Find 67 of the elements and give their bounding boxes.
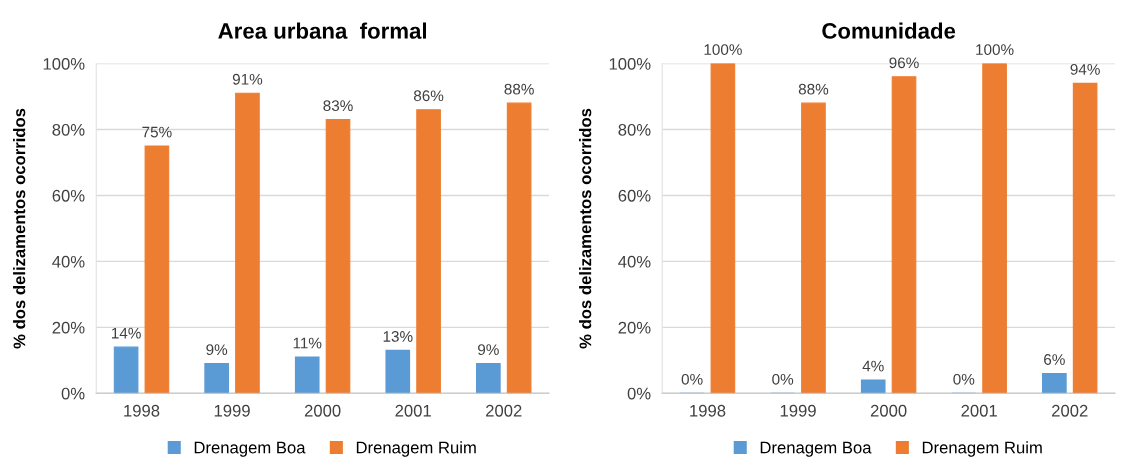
x-tick-label: 2002 — [1052, 404, 1088, 417]
data-label: 75% — [142, 126, 172, 138]
legend-label: Drenagem Boa — [194, 441, 306, 457]
bar — [710, 63, 736, 394]
bar — [325, 119, 351, 394]
x-tick-label: 2000 — [304, 404, 341, 417]
y-tick-label: 100% — [43, 57, 85, 70]
y-tick-label: 20% — [52, 321, 85, 334]
data-label: 83% — [323, 100, 353, 112]
data-label: 91% — [232, 73, 263, 85]
y-axis-title: % dos delizamentos ocorridos — [13, 108, 26, 349]
legend-label: Drenagem Ruim — [356, 441, 476, 457]
data-label: 0% — [953, 373, 975, 385]
bar — [294, 356, 320, 394]
bar — [416, 109, 441, 394]
data-label: 11% — [293, 337, 322, 349]
x-tick-label: 1998 — [124, 404, 160, 417]
data-label: 94% — [1070, 63, 1100, 75]
y-tick-label: 20% — [618, 321, 651, 334]
x-tick-label: 2001 — [395, 404, 431, 417]
data-label: 6% — [1044, 354, 1065, 365]
data-label: 0% — [681, 373, 703, 385]
bar — [204, 363, 229, 394]
bar — [113, 346, 139, 394]
bar — [385, 349, 411, 394]
chart-title: Comunidade — [822, 22, 956, 39]
data-label: 0% — [772, 373, 794, 385]
data-label: 9% — [478, 344, 499, 356]
y-tick-label: 80% — [618, 123, 651, 136]
y-tick-label: 80% — [52, 123, 85, 136]
bar — [860, 379, 886, 394]
bar — [476, 363, 501, 394]
data-label: 86% — [413, 90, 444, 102]
y-tick-label: 100% — [609, 57, 651, 70]
legend-label: Drenagem Boa — [760, 441, 872, 457]
x-tick-label: 1998 — [690, 404, 726, 417]
bar — [801, 102, 826, 394]
bar — [1042, 372, 1067, 394]
bar — [144, 145, 170, 394]
data-label: 100% — [704, 44, 742, 56]
bar — [235, 92, 260, 394]
bar — [891, 76, 917, 394]
data-label: 13% — [383, 331, 413, 342]
y-tick-label: 0% — [627, 387, 651, 400]
chart-title: Area urbana formal — [218, 22, 427, 39]
x-tick-label: 2000 — [870, 404, 907, 417]
bar — [1072, 82, 1098, 394]
x-tick-label: 1999 — [214, 404, 250, 417]
legend-label: Drenagem Ruim — [922, 441, 1042, 457]
y-axis-title: % dos delizamentos ocorridos — [579, 108, 592, 349]
data-label: 100% — [976, 44, 1014, 56]
y-tick-label: 40% — [52, 255, 85, 268]
data-label: 14% — [111, 327, 141, 339]
data-label: 88% — [798, 83, 829, 95]
data-label: 9% — [206, 344, 228, 356]
bar — [982, 63, 1007, 394]
y-tick-label: 60% — [52, 189, 85, 202]
bar — [506, 102, 532, 394]
data-label: 96% — [889, 57, 919, 69]
y-tick-label: 60% — [618, 189, 651, 202]
data-label: 88% — [504, 83, 534, 95]
x-tick-label: 1999 — [780, 404, 816, 417]
y-tick-label: 0% — [61, 387, 85, 400]
x-tick-label: 2001 — [961, 404, 997, 417]
y-tick-label: 40% — [618, 255, 651, 268]
data-label: 4% — [862, 360, 884, 372]
x-tick-label: 2002 — [486, 404, 522, 417]
